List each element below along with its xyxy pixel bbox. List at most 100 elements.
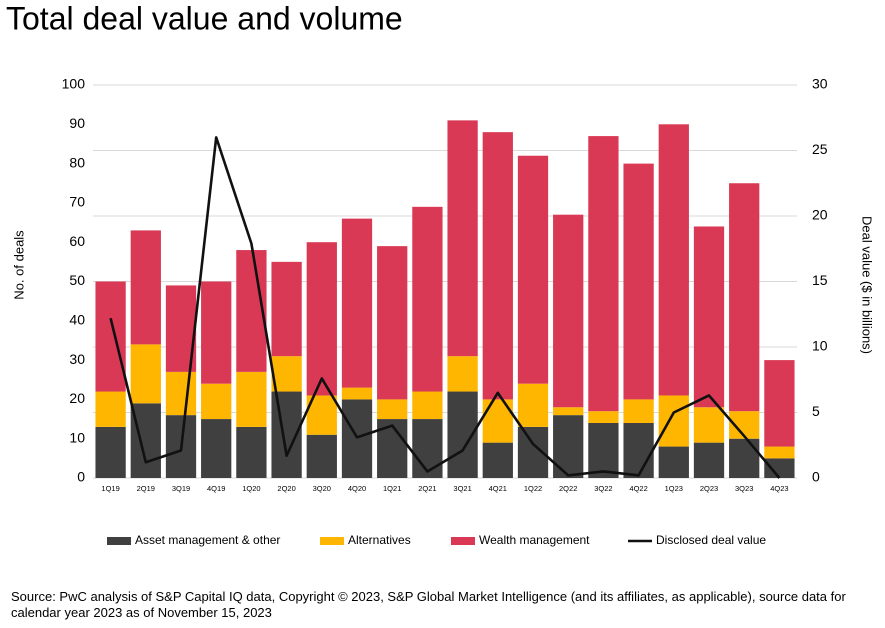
bar-segment (764, 446, 795, 459)
bar-segment (553, 214, 584, 408)
bar-segment (341, 399, 373, 478)
y2-tick-label: 25 (812, 141, 828, 157)
bar-segment (236, 371, 267, 427)
bar-segment (482, 399, 513, 443)
x-tick-label: 3Q20 (313, 484, 331, 493)
x-tick-label: 2Q23 (700, 484, 718, 493)
legend-swatch (451, 537, 475, 545)
bar-segment (658, 446, 689, 478)
x-tick-label: 4Q23 (770, 484, 788, 493)
bar-segment (764, 360, 795, 447)
bar-segment (764, 458, 795, 478)
bar-segment (341, 387, 373, 400)
x-tick-label: 1Q23 (665, 484, 683, 493)
x-tick-label: 4Q22 (629, 484, 647, 493)
x-tick-label: 4Q21 (489, 484, 507, 493)
bar-segment (729, 183, 760, 412)
bar-segment (271, 261, 302, 357)
y2-tick-label: 0 (812, 469, 820, 485)
bar-segment (412, 206, 443, 392)
legend-label: Disclosed deal value (656, 533, 766, 547)
y-tick-label: 100 (62, 76, 86, 92)
bar-segment (658, 395, 689, 447)
y-tick-label: 30 (69, 351, 85, 367)
x-tick-label: 1Q21 (383, 484, 401, 493)
y-tick-label: 20 (69, 390, 85, 406)
x-tick-label: 3Q22 (594, 484, 612, 493)
x-tick-label: 1Q22 (524, 484, 542, 493)
bar-segment (693, 226, 725, 408)
bar-segment (412, 391, 443, 420)
y-axis-label: No. of deals (11, 230, 26, 300)
bar-segment (623, 163, 654, 400)
x-tick-label: 1Q20 (242, 484, 260, 493)
x-tick-label: 3Q19 (172, 484, 190, 493)
bar-segment (447, 120, 478, 357)
x-tick-label: 4Q19 (207, 484, 225, 493)
bar-segment (623, 422, 654, 478)
y-tick-label: 60 (69, 233, 85, 249)
bar-segment (95, 391, 126, 427)
bar-segment (130, 344, 161, 404)
bar-segment (377, 246, 408, 400)
bar-segment (201, 281, 232, 384)
y-tick-label: 10 (69, 429, 85, 445)
y-tick-label: 90 (69, 115, 85, 131)
x-tick-label: 2Q21 (418, 484, 436, 493)
bar-segment (165, 371, 197, 416)
y-tick-label: 0 (77, 469, 85, 485)
bar-segment (482, 442, 513, 478)
bar-segment (588, 411, 619, 423)
x-tick-label: 1Q19 (101, 484, 119, 493)
bar-segment (201, 419, 232, 478)
y-tick-label: 50 (69, 272, 85, 288)
bar-segment (271, 356, 302, 392)
source-note: Source: PwC analysis of S&P Capital IQ d… (11, 589, 846, 620)
legend-label: Asset management & other (135, 533, 280, 547)
bar-segment (201, 383, 232, 420)
bar-segment (623, 399, 654, 423)
chart: Total deal value and volume No. of deals… (6, 0, 875, 547)
x-tick-label: 4Q20 (348, 484, 366, 493)
bar-segment (517, 383, 549, 427)
bar-segment (95, 426, 126, 478)
bar-segment (377, 399, 408, 420)
bar-segment (341, 218, 373, 388)
y-tick-label: 80 (69, 154, 85, 170)
bar-segment (553, 415, 584, 478)
legend-swatch (107, 537, 131, 545)
bar-segment (306, 242, 337, 396)
x-tick-label: 2Q19 (137, 484, 155, 493)
y-tick-label: 70 (69, 194, 85, 210)
x-tick-label: 2Q20 (277, 484, 295, 493)
line-series (109, 136, 781, 479)
x-tick-label: 3Q23 (735, 484, 753, 493)
bar-segment (658, 124, 689, 396)
x-tick-label: 2Q22 (559, 484, 577, 493)
bar-segment (517, 155, 549, 384)
y2-tick-label: 5 (812, 403, 820, 419)
bar-segment (95, 281, 126, 392)
bar-segment (693, 442, 725, 478)
bar-segment (412, 419, 443, 478)
bar-segment (306, 434, 337, 478)
y2-tick-label: 15 (812, 272, 828, 288)
bar-segment (236, 426, 267, 478)
x-tick-label: 3Q21 (453, 484, 471, 493)
legend-label: Wealth management (479, 533, 590, 547)
legend-label: Alternatives (348, 533, 411, 547)
legend-swatch (320, 537, 344, 545)
bar-segment (588, 136, 619, 412)
y2-tick-label: 30 (812, 76, 828, 92)
bar-segment (447, 356, 478, 392)
y2-axis-label: Deal value ($ in billions) (860, 216, 875, 354)
bar-segment (482, 132, 513, 400)
bar-segment (588, 422, 619, 478)
bar-segment (553, 407, 584, 416)
chart-title: Total deal value and volume (6, 0, 403, 36)
y2-tick-label: 20 (812, 207, 828, 223)
bar-segment (130, 230, 161, 345)
y2-tick-label: 10 (812, 338, 828, 354)
bar-segment (693, 407, 725, 443)
